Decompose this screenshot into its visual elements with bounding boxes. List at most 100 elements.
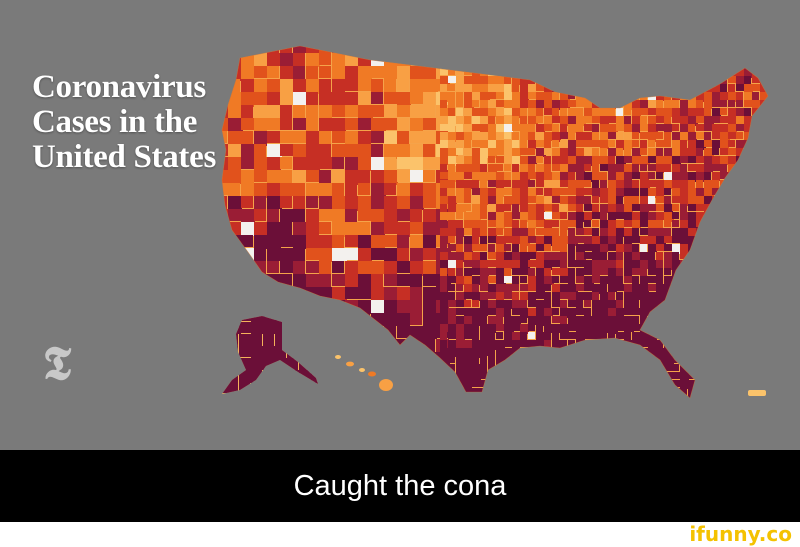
county-cell: [664, 308, 674, 315]
county-cell: [712, 212, 719, 220]
county-cell: [306, 313, 318, 328]
county-cell: [616, 260, 623, 270]
county-cell: [496, 124, 506, 134]
county-cell: [616, 380, 626, 387]
county-cell: [241, 170, 254, 183]
county-cell: [632, 300, 639, 309]
county-cell: [512, 116, 519, 125]
county-cell: [728, 204, 738, 213]
county-cell: [608, 396, 618, 398]
county-cell: [672, 268, 680, 276]
county-cell: [512, 180, 522, 189]
county-cell: [520, 260, 530, 270]
county-cell: [456, 324, 464, 334]
county-cell: [436, 391, 451, 398]
county-cell: [576, 156, 586, 165]
county-cell: [311, 394, 323, 406]
county-cell: [512, 68, 522, 75]
county-cell: [319, 157, 334, 169]
county-cell: [568, 148, 577, 158]
county-cell: [472, 100, 479, 107]
county-cell: [624, 372, 633, 382]
county-cell: [664, 164, 671, 173]
county-cell: [504, 116, 514, 126]
county-cell: [752, 188, 760, 195]
county-cell: [536, 164, 544, 174]
county-cell: [345, 404, 359, 419]
county-cell: [576, 124, 583, 133]
county-cell: [656, 76, 666, 86]
county-cell: [624, 76, 633, 85]
county-cell: [228, 170, 241, 184]
county-cell: [576, 100, 584, 107]
county-cell: [552, 332, 559, 340]
county-cell: [608, 228, 616, 236]
county-cell: [536, 308, 544, 316]
county-cell: [688, 236, 695, 246]
county-cell: [664, 244, 673, 251]
county-cell: [544, 292, 551, 302]
county-cell: [397, 365, 410, 380]
county-cell: [728, 132, 737, 139]
county-cell: [496, 236, 506, 244]
county-cell: [768, 100, 777, 109]
county-cell: [576, 132, 585, 140]
county-cell: [464, 228, 474, 235]
county-cell: [704, 252, 711, 262]
county-cell: [656, 316, 664, 323]
county-cell: [480, 332, 490, 340]
county-cell: [720, 372, 728, 381]
county-cell: [496, 284, 504, 292]
county-cell: [696, 140, 706, 150]
county-cell: [712, 388, 720, 398]
county-cell: [345, 274, 359, 289]
county-cell: [480, 372, 490, 379]
county-cell: [680, 188, 688, 197]
county-cell: [536, 204, 545, 212]
county-cell: [648, 60, 657, 68]
county-cell: [592, 156, 601, 164]
county-cell: [423, 66, 437, 79]
county-cell: [592, 404, 602, 412]
county-cell: [384, 46, 398, 53]
county-cell: [306, 261, 320, 273]
county-cell: [712, 404, 719, 412]
county-cell: [624, 332, 631, 341]
county-cell: [267, 404, 280, 417]
county-cell: [712, 60, 721, 69]
county-cell: [536, 268, 546, 277]
county-cell: [560, 268, 568, 276]
county-cell: [472, 172, 482, 181]
county-cell: [456, 68, 463, 75]
county-cell: [448, 156, 457, 166]
county-cell: [720, 140, 729, 150]
county-cell: [536, 260, 544, 270]
county-cell: [520, 116, 527, 124]
county-cell: [306, 79, 320, 94]
county-cell: [293, 131, 308, 143]
county-cell: [664, 332, 671, 342]
county-cell: [760, 92, 768, 101]
county-cell: [608, 108, 615, 116]
county-cell: [319, 105, 332, 118]
county-cell: [640, 132, 650, 139]
county-cell: [410, 339, 424, 354]
county-cell: [656, 396, 665, 398]
county-cell: [576, 236, 584, 243]
county-cell: [384, 118, 398, 130]
county-cell: [397, 287, 410, 300]
county-cell: [263, 346, 277, 360]
county-cell: [704, 220, 712, 230]
county-cell: [254, 235, 267, 249]
county-cell: [632, 332, 642, 342]
county-cell: [552, 300, 561, 307]
county-cell: [448, 228, 457, 236]
county-cell: [648, 300, 658, 308]
county-cell: [472, 244, 481, 251]
county-cell: [472, 76, 482, 86]
county-cell: [239, 370, 251, 383]
county-cell: [680, 140, 687, 150]
county-cell: [632, 100, 642, 110]
county-cell: [504, 388, 511, 395]
county-cell: [656, 404, 663, 412]
